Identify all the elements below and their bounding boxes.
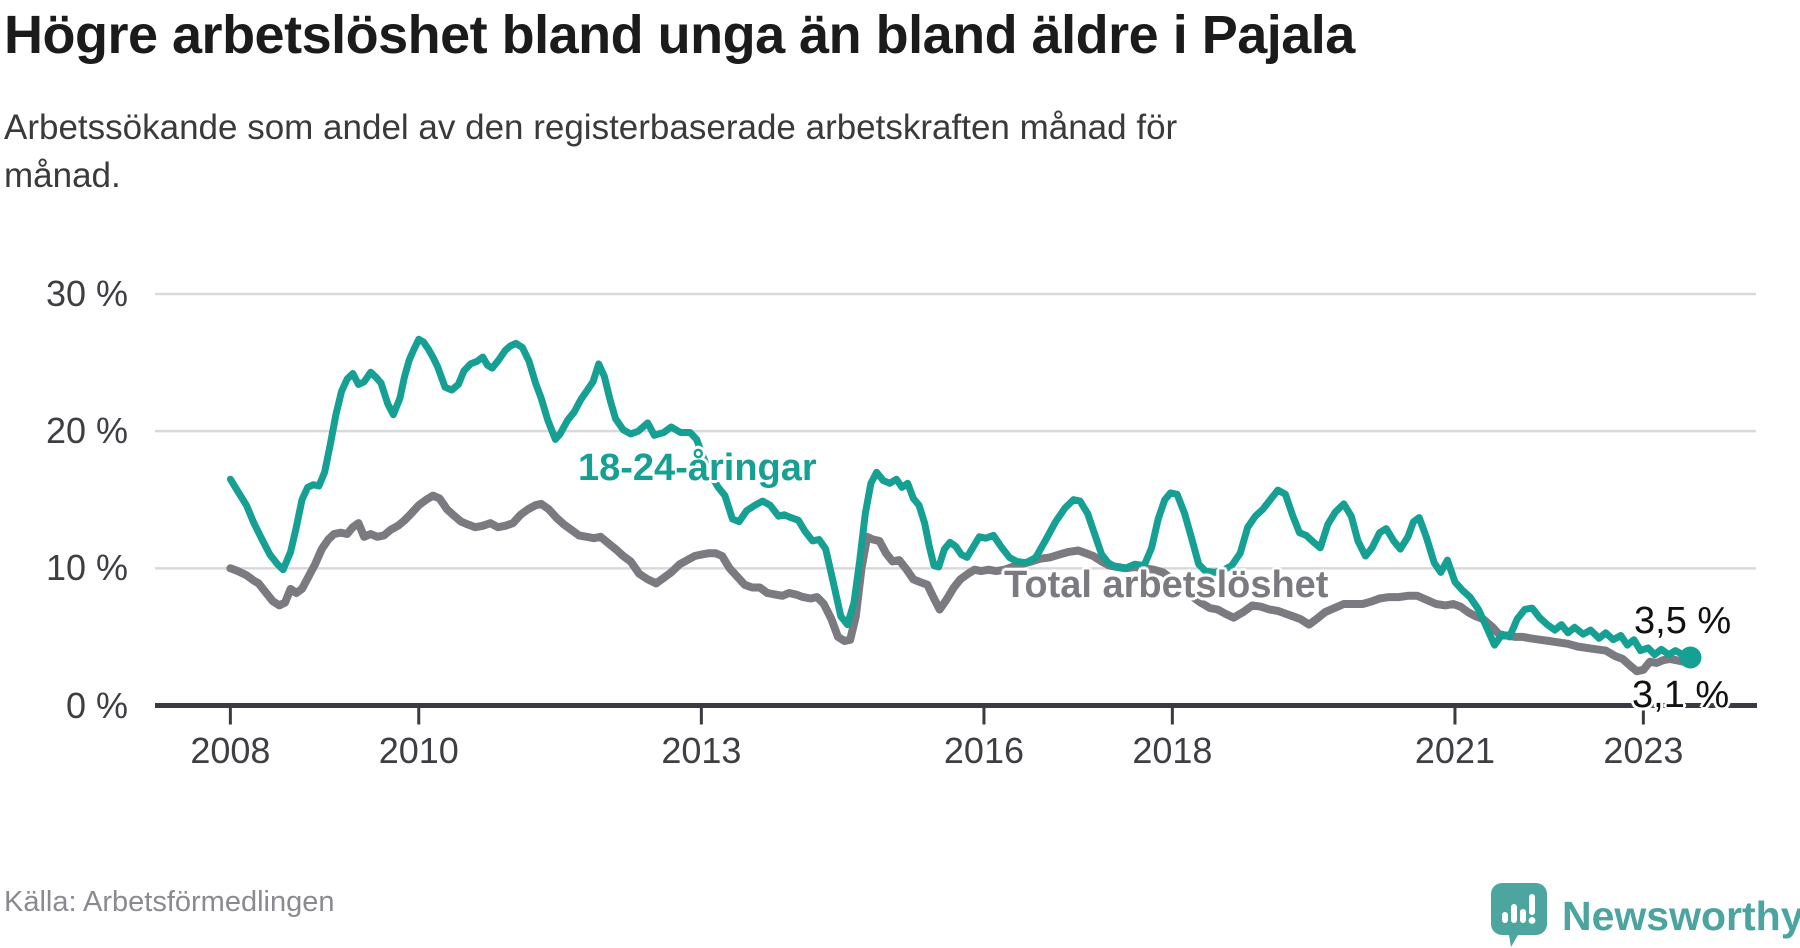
x-tick-label: 2016 [943,730,1024,771]
logo-bubble [1491,883,1547,947]
end-value-young: 3,5 % [1634,600,1732,642]
logo-bars-icon [1502,894,1536,924]
x-tick-label: 2008 [190,730,271,771]
x-tick-label: 2021 [1414,730,1495,771]
line-young [226,335,1694,661]
y-tick-label: 30 % [45,272,128,314]
y-tick-label: 0 % [65,684,128,726]
series-label-young: 18-24-åringar [578,447,817,489]
x-tick-label: 2023 [1603,730,1684,771]
newsworthy-branding: Newsworthy [1490,882,1800,948]
newsworthy-logo-icon [1491,883,1547,947]
x-tick-label: 2010 [378,730,459,771]
chart-subtitle: Arbetssökande som andel av den registerb… [4,104,1484,201]
end-dot-young [1679,646,1702,669]
subtitle-line-1: Arbetssökande som andel av den registerb… [4,108,1178,147]
x-tick-label: 2018 [1132,730,1213,771]
series-label-total: Total arbetslöshet [1004,564,1329,606]
page-title: Högre arbetslöshet bland unga än bland ä… [4,5,1355,65]
end-value-total: 3,1 % [1632,674,1730,716]
newsworthy-wordmark: Newsworthy [1562,892,1800,939]
line-total [226,491,1695,676]
y-tick-label: 20 % [45,410,128,452]
subtitle-line-2: månad. [4,156,121,196]
x-tick-label: 2013 [661,730,742,771]
source-note: Källa: Arbetsförmedlingen [4,886,335,918]
y-tick-label: 10 % [45,547,128,589]
